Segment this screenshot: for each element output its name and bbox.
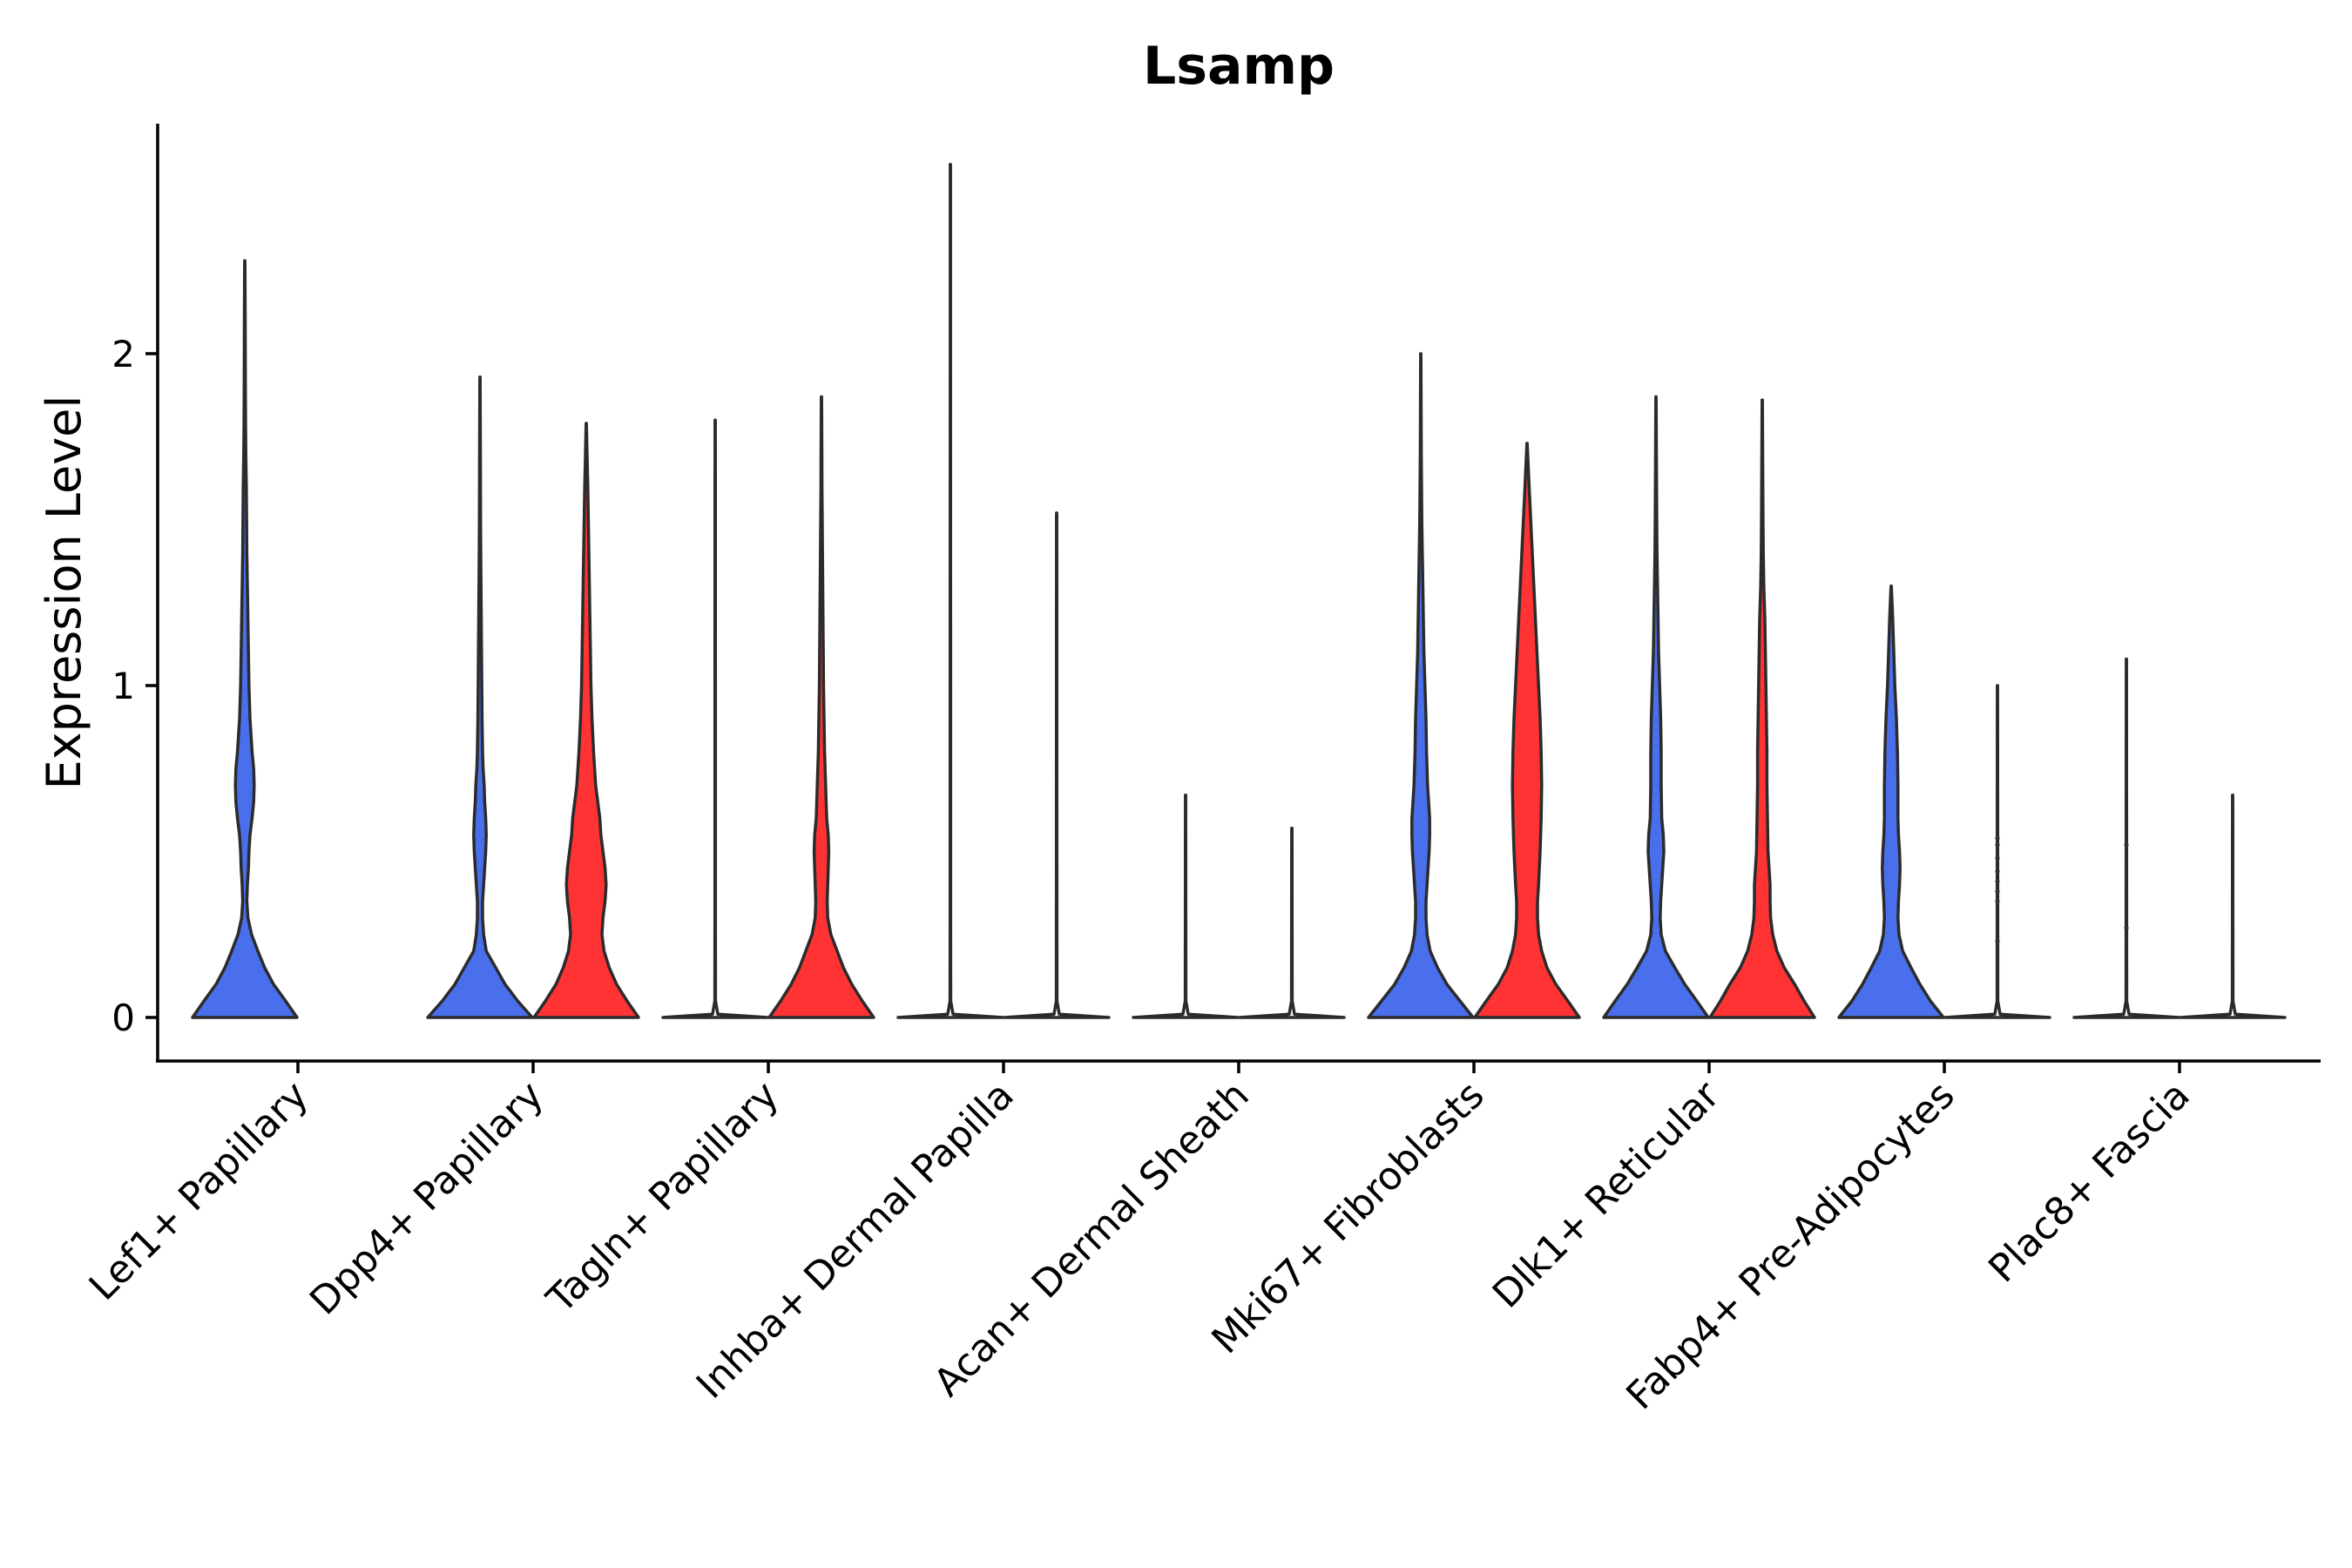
y-tick-label: 1: [112, 665, 135, 707]
violin-plac8-fascia-a: [2072, 657, 2180, 1019]
x-tick-label: Dlk1+ Reticular: [1484, 1072, 1729, 1317]
violin-dpp4-papillary-a: [426, 375, 534, 1019]
chart-title: Lsamp: [1143, 36, 1335, 97]
y-tick-label: 0: [112, 997, 135, 1039]
violin-tagln-papillary-a: [661, 418, 769, 1019]
x-tick-label: Dpp4+ Papillary: [301, 1073, 552, 1324]
violin-inhba-dermal-papilla-a: [896, 163, 1004, 1019]
data-point: [1995, 879, 2000, 884]
data-point: [1995, 842, 2000, 848]
data-point: [2124, 842, 2129, 848]
y-ticks: 0 1 2: [112, 333, 158, 1039]
violin-tagln-papillary-b: [767, 395, 875, 1019]
x-tick-label: Mki67+ Fibroblasts: [1203, 1073, 1492, 1362]
y-tick-label: 2: [112, 333, 135, 375]
violin-acan-dermal-sheath-a: [1132, 793, 1240, 1019]
violin-plac8-fascia-b: [2179, 793, 2287, 1019]
violin-fabp4-pre-adipocytes-b: [1943, 684, 2051, 1019]
violin-mki67-fibroblasts-a: [1367, 352, 1475, 1019]
violin-acan-dermal-sheath-b: [1238, 827, 1346, 1019]
violin-lef1-papillary-a: [191, 259, 299, 1019]
violin-dlk1-reticular-b: [1708, 398, 1816, 1019]
violin-dpp4-papillary-b: [532, 422, 640, 1019]
x-tick-label: Plac8+ Fascia: [1980, 1073, 2199, 1292]
violin-mki67-fibroblasts-b: [1473, 442, 1581, 1019]
data-point: [2124, 925, 2129, 930]
violin-dlk1-reticular-a: [1602, 395, 1710, 1019]
data-point: [1995, 889, 2000, 894]
violin-inhba-dermal-papilla-b: [1003, 511, 1111, 1019]
data-point: [1995, 868, 2000, 874]
data-point: [1995, 855, 2000, 861]
data-point: [1995, 835, 2000, 841]
y-axis-label: Expression Level: [37, 395, 91, 790]
violin-layer: [191, 163, 2287, 1019]
x-tick-label: Tagln+ Papillary: [538, 1073, 787, 1322]
violin-fabp4-pre-adipocytes-a: [1837, 584, 1945, 1019]
data-point: [1995, 899, 2000, 904]
data-point: [1995, 938, 2000, 943]
x-tick-label: Lef1+ Papillary: [81, 1073, 317, 1309]
